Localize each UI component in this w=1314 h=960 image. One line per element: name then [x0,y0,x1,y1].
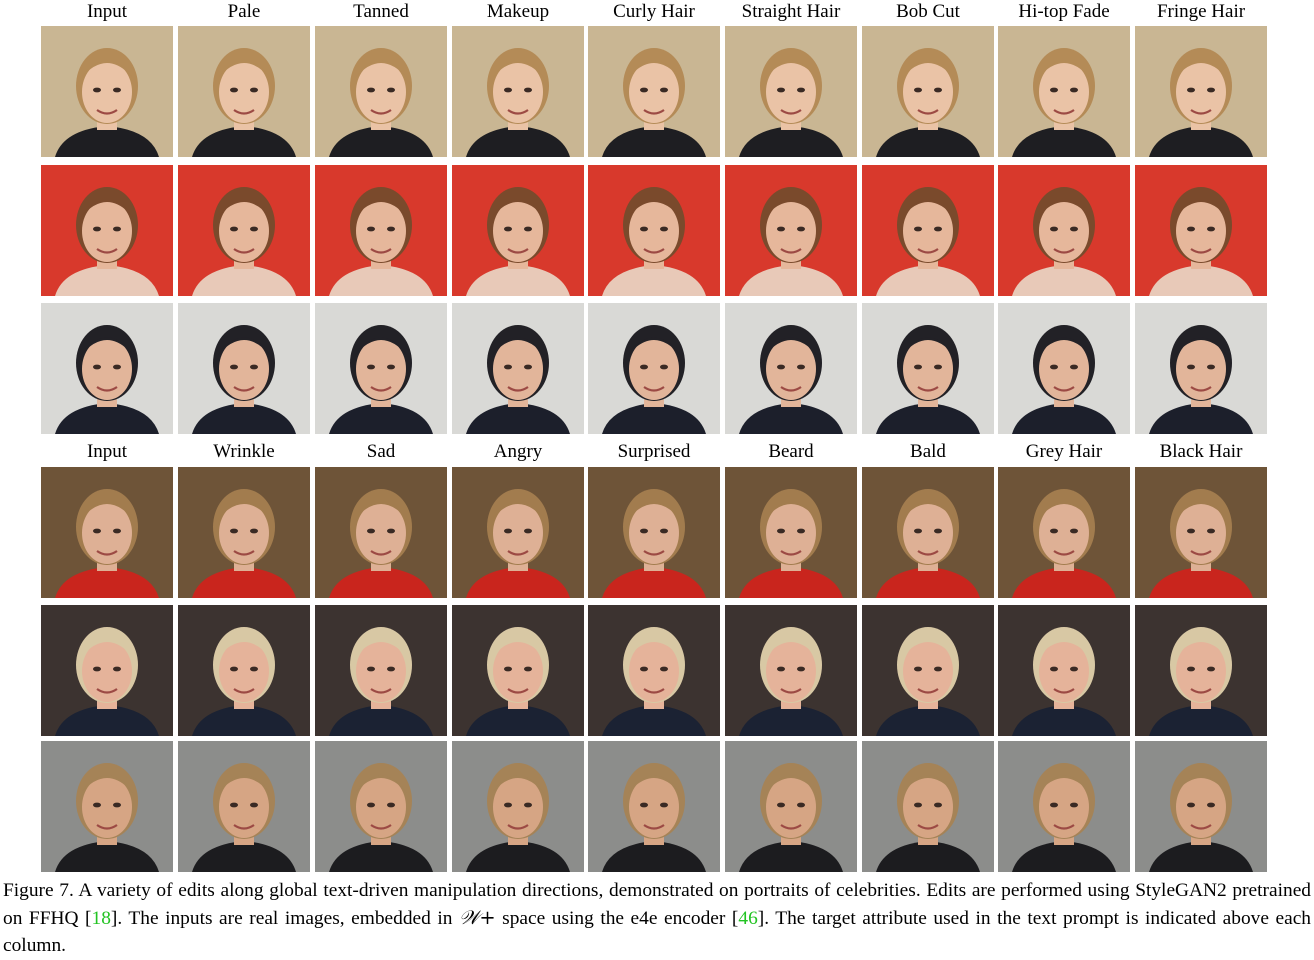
image-row-5 [41,605,1267,736]
portrait-image [725,26,857,157]
portrait-image [998,26,1130,157]
portrait-image [862,741,994,872]
image-row-3 [41,303,1267,434]
figure-caption: Figure 7. A variety of edits along globa… [3,877,1311,959]
image-row-6 [41,741,1267,872]
portrait-image [998,605,1130,736]
image-row-2 [41,165,1267,296]
caption-text-1: Figure 7. A variety of edits along globa… [3,880,1311,929]
latent-space-symbol: 𝒲+ [459,906,496,929]
portrait-image [315,605,447,736]
portrait-image [452,165,584,296]
portrait-image [315,165,447,296]
portrait-image [452,26,584,157]
portrait-image [178,605,310,736]
column-label: Pale [227,1,261,22]
portrait-image [41,26,173,157]
column-label: Wrinkle [213,441,275,462]
portrait-image [1135,165,1267,296]
portrait-image [862,26,994,157]
column-label: Straight Hair [741,1,841,22]
portrait-image [998,467,1130,598]
column-label: Tanned [353,1,409,22]
portrait-image [1135,605,1267,736]
portrait-image [998,165,1130,296]
portrait-image [862,605,994,736]
portrait-image [588,467,720,598]
portrait-image [862,303,994,434]
portrait-image [315,26,447,157]
image-row-4 [41,467,1267,598]
column-label: Angry [493,441,543,462]
portrait-image [725,165,857,296]
column-label: Surprised [617,441,691,462]
portrait-image [41,741,173,872]
portrait-image [588,26,720,157]
column-label: Makeup [486,1,550,22]
column-label: Fringe Hair [1156,1,1246,22]
portrait-image [588,605,720,736]
portrait-image [588,303,720,434]
portrait-image [41,467,173,598]
portrait-image [178,741,310,872]
portrait-image [998,741,1130,872]
citation-link-18[interactable]: 18 [91,908,111,929]
column-label: Grey Hair [1025,441,1103,462]
portrait-image [41,303,173,434]
portrait-image [452,605,584,736]
column-labels-bottom: Input Wrinkle Sad Angry Surprised Beard Bald Gr… [41,440,1267,466]
portrait-image [1135,303,1267,434]
portrait-image [178,467,310,598]
portrait-image [315,741,447,872]
column-label: Beard [768,441,814,462]
portrait-image [178,26,310,157]
portrait-image [178,165,310,296]
caption-text-4: ]. The target attribute used in the text… [3,908,1311,956]
portrait-image [315,303,447,434]
portrait-image [588,165,720,296]
portrait-image [588,741,720,872]
portrait-image [725,605,857,736]
column-label: Sad [366,441,396,462]
portrait-image [725,741,857,872]
portrait-image [178,303,310,434]
portrait-image [998,303,1130,434]
portrait-image [1135,26,1267,157]
caption-text-2: ]. The inputs are real images, embedded … [110,908,460,929]
column-label: Black Hair [1159,441,1243,462]
caption-text-3: space using the e4e encoder [ [495,908,739,929]
portrait-image [452,467,584,598]
column-label: Input [86,1,128,22]
column-label: Curly Hair [613,1,695,22]
portrait-image [862,165,994,296]
column-label: Bald [910,441,946,462]
column-label: Hi-top Fade [1018,1,1110,22]
image-row-1 [41,26,1267,157]
portrait-image [725,303,857,434]
portrait-image [41,605,173,736]
column-labels-top: Input Pale Tanned Makeup Curly Hair Straight … [41,0,1267,26]
portrait-image [725,467,857,598]
column-label: Input [86,441,128,462]
portrait-image [315,467,447,598]
portrait-image [1135,467,1267,598]
portrait-image [452,303,584,434]
citation-link-46[interactable]: 46 [738,908,758,929]
column-label: Bob Cut [896,1,960,22]
portrait-image [1135,741,1267,872]
portrait-image [862,467,994,598]
portrait-image [41,165,173,296]
portrait-image [452,741,584,872]
